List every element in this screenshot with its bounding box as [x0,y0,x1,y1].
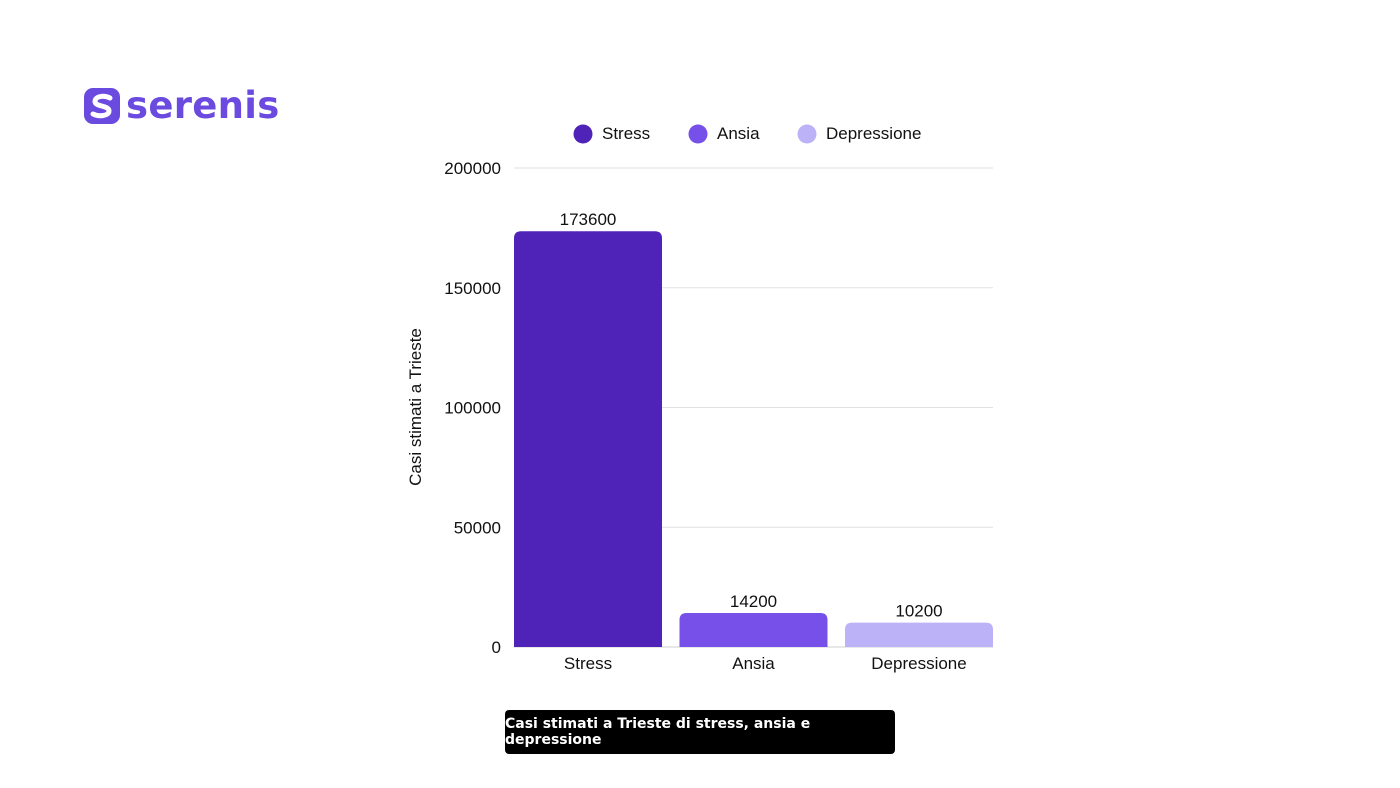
y-tick-label: 100000 [444,399,501,418]
legend-swatch [573,124,593,144]
legend-swatch [688,124,708,144]
y-tick-label: 0 [492,638,501,657]
brand-name: serenis [126,84,280,127]
serenis-logo-icon [84,87,120,124]
bar-depressione [845,622,993,647]
x-tick-label: Stress [564,654,612,673]
data-label: 173600 [560,210,617,229]
x-tick-label: Ansia [732,654,775,673]
x-tick-label: Depressione [871,654,966,673]
y-tick-label: 150000 [444,279,501,298]
legend-swatch [797,124,817,144]
chart-legend: Stress Ansia Depressione [573,124,921,144]
data-label: 10200 [895,602,942,621]
data-label: 14200 [730,592,777,611]
y-axis-label: Casi stimati a Trieste [406,328,425,486]
bar-stress [514,231,662,647]
legend-label: Ansia [717,124,760,143]
legend-label: Depressione [826,124,921,143]
y-tick-label: 200000 [444,159,501,178]
bar-chart: Stress Ansia Depressione 0 50000 100000 15000… [406,124,993,673]
legend-label: Stress [602,124,650,143]
y-axis-ticks: 0 50000 100000 150000 200000 [444,159,501,657]
y-tick-label: 50000 [454,518,501,537]
bar-ansia [679,612,828,647]
chart-bars: 173600 14200 10200 [514,210,993,647]
chart-caption: Casi stimati a Trieste di stress, ansia … [505,710,895,754]
x-axis-ticks: Stress Ansia Depressione [564,654,967,673]
brand-logo: serenis [84,84,280,127]
